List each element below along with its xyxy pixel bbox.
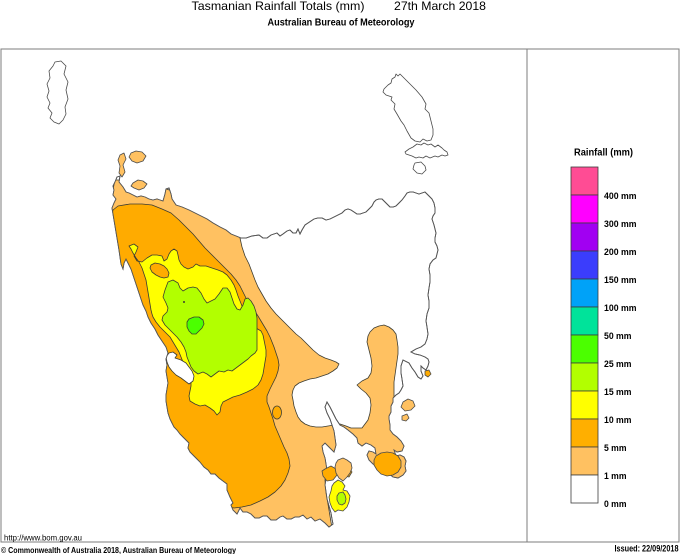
svg-text:Issued: 22/09/2018: Issued: 22/09/2018 bbox=[615, 544, 679, 554]
svg-text:300 mm: 300 mm bbox=[604, 219, 637, 229]
svg-text:Tasmanian Rainfall Totals (mm): Tasmanian Rainfall Totals (mm) bbox=[192, 0, 365, 13]
svg-text:15 mm: 15 mm bbox=[604, 387, 632, 397]
svg-text:100 mm: 100 mm bbox=[604, 303, 637, 313]
svg-text:1 mm: 1 mm bbox=[604, 471, 627, 481]
svg-text:200 mm: 200 mm bbox=[604, 247, 637, 257]
svg-text:Rainfall (mm): Rainfall (mm) bbox=[574, 148, 633, 159]
svg-text:150 mm: 150 mm bbox=[604, 275, 637, 285]
svg-text:10 mm: 10 mm bbox=[604, 415, 632, 425]
svg-text:http://www.bom.gov.au: http://www.bom.gov.au bbox=[4, 534, 82, 543]
svg-text:5 mm: 5 mm bbox=[604, 443, 627, 453]
svg-text:0 mm: 0 mm bbox=[604, 499, 627, 509]
svg-text:Australian Bureau of Meteorolo: Australian Bureau of Meteorology bbox=[268, 18, 415, 29]
svg-text:400 mm: 400 mm bbox=[604, 191, 637, 201]
svg-text:25 mm: 25 mm bbox=[604, 359, 632, 369]
svg-text:© Commonwealth of Australia 20: © Commonwealth of Australia 2018, Austra… bbox=[1, 546, 236, 554]
svg-text:50 mm: 50 mm bbox=[604, 331, 632, 341]
svg-text:27th March 2018: 27th March 2018 bbox=[394, 0, 486, 13]
